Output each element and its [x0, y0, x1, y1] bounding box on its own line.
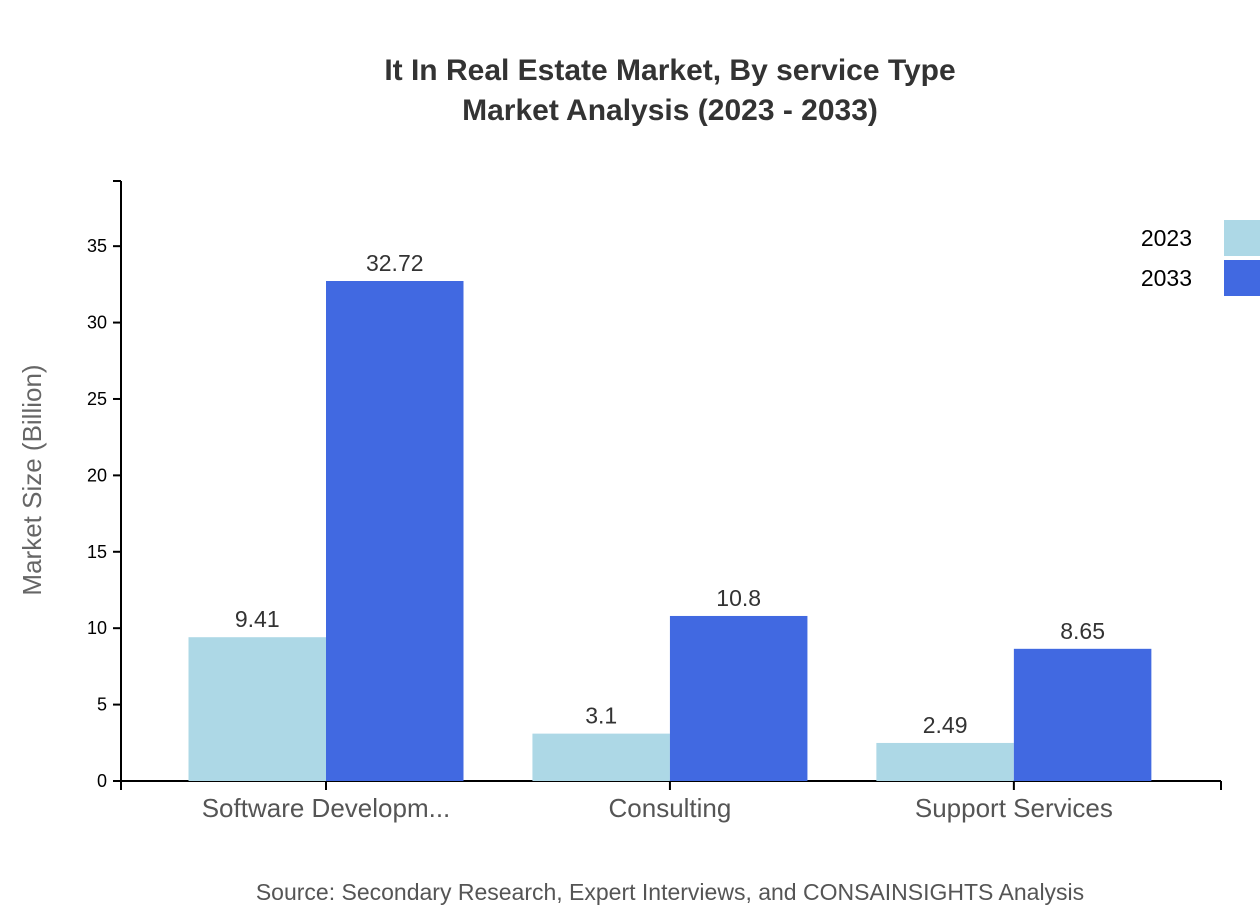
legend: 2023 2033 — [1141, 220, 1260, 296]
bar-2023 — [188, 637, 326, 781]
bar-2023 — [532, 733, 670, 781]
y-axis: 0 5 10 15 20 25 30 35 — [87, 180, 122, 791]
legend-label: 2023 — [1141, 225, 1192, 251]
y-tick-label: 30 — [87, 313, 107, 333]
data-label: 2.49 — [923, 712, 968, 738]
legend-swatch — [1224, 260, 1260, 296]
y-axis-label: Market Size (Billion) — [17, 364, 47, 595]
x-tick-label: Support Services — [915, 793, 1113, 823]
bar-2033 — [669, 615, 808, 781]
chart-subtitle: Market Analysis (2023 - 2033) — [462, 94, 878, 127]
y-tick-label: 15 — [87, 542, 107, 562]
x-axis: Software Developm... Consulting Support Se… — [120, 780, 1222, 823]
y-tick-label: 10 — [87, 618, 107, 638]
bars: 9.41 32.72 3.1 10.8 2.49 8.65 — [188, 250, 1152, 781]
legend-swatch — [1224, 220, 1260, 256]
chart-title: It In Real Estate Market, By service Typ… — [384, 54, 955, 87]
data-label: 10.8 — [716, 585, 761, 611]
data-label: 3.1 — [585, 703, 617, 729]
y-tick-label: 5 — [97, 695, 107, 715]
bar-2033 — [326, 281, 464, 781]
data-label: 9.41 — [235, 606, 280, 632]
bar-2023 — [876, 742, 1014, 781]
y-tick-label: 20 — [87, 465, 107, 485]
data-label: 8.65 — [1060, 618, 1105, 644]
source-note: Source: Secondary Research, Expert Inter… — [256, 879, 1084, 905]
x-tick-label: Consulting — [609, 793, 732, 823]
y-tick-label: 25 — [87, 389, 107, 409]
bar-2033 — [1013, 648, 1152, 781]
y-tick-label: 0 — [97, 771, 107, 791]
data-label: 32.72 — [366, 250, 424, 276]
legend-label: 2033 — [1141, 265, 1192, 291]
x-tick-label: Software Developm... — [202, 793, 451, 823]
y-tick-label: 35 — [87, 236, 107, 256]
